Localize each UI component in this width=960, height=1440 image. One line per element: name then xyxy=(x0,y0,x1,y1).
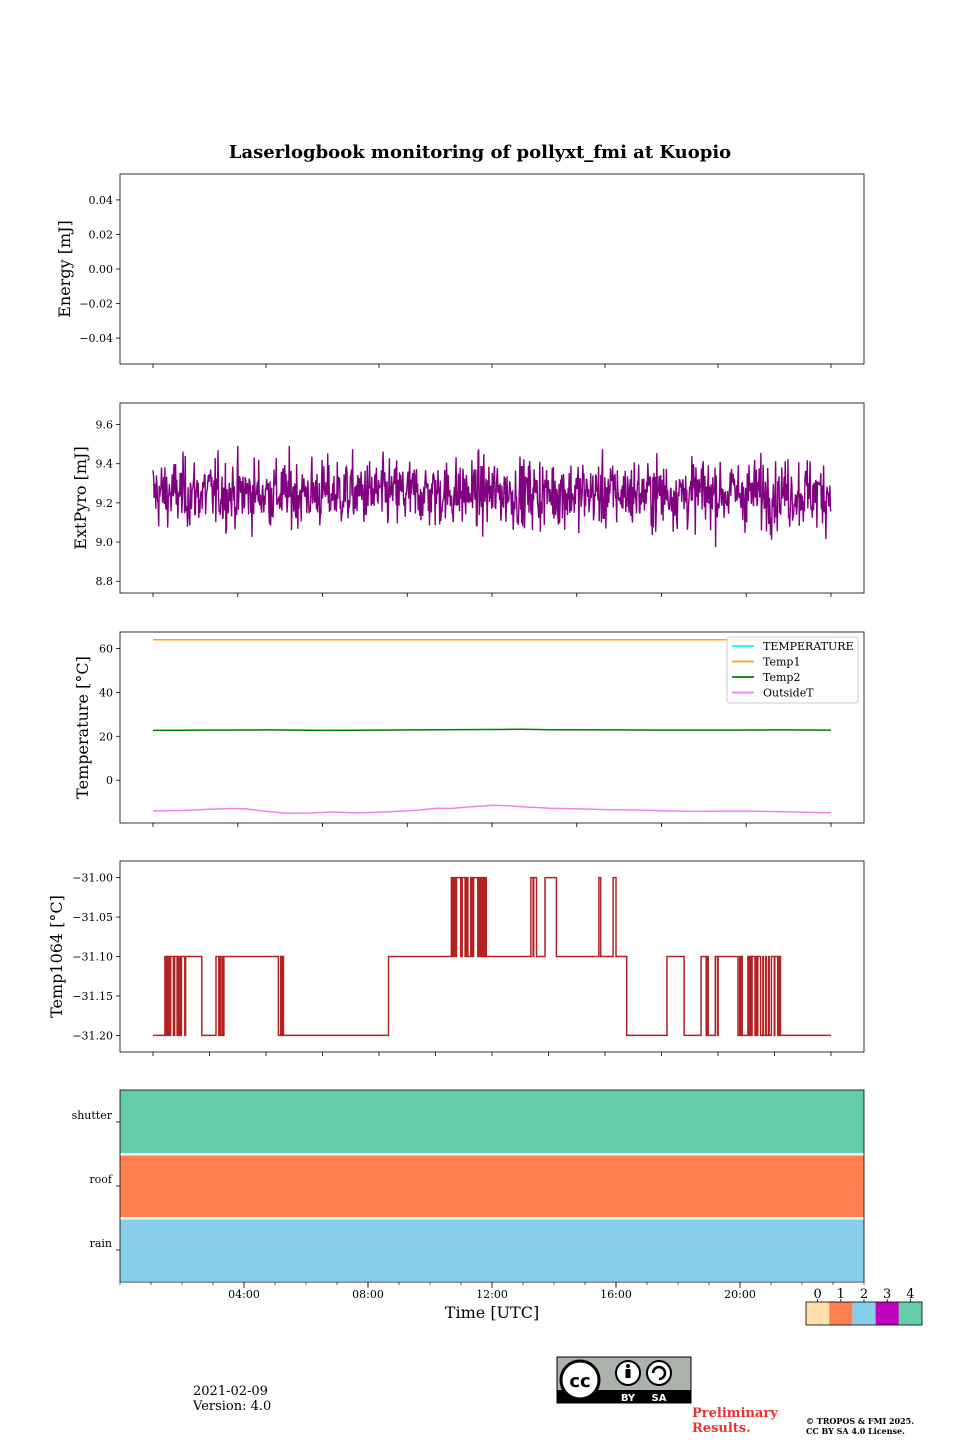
y-tick-label: 9.0 xyxy=(96,536,114,549)
legend-label: Temp1 xyxy=(763,656,800,669)
footer-version: Version: 4.0 xyxy=(193,1399,272,1414)
y-tick-label: 9.6 xyxy=(96,419,114,432)
x-tick-label: 04:00 xyxy=(228,1288,260,1301)
copyright-line-2: CC BY SA 4.0 License. xyxy=(806,1426,905,1436)
colorbar-tick-label: 2 xyxy=(860,1287,868,1302)
y-axis-label: Temperature [°C] xyxy=(73,656,92,799)
legend-label: OutsideT xyxy=(763,687,814,700)
y-tick-label: 0 xyxy=(106,774,113,787)
copyright-line-1: © TROPOS & FMI 2025. xyxy=(806,1416,915,1426)
legend: TEMPERATURE Temp1 Temp2 OutsideT xyxy=(726,636,859,704)
y-tick-label: −31.00 xyxy=(72,872,113,885)
y-tick-label: −31.15 xyxy=(72,990,113,1003)
svg-text:cc: cc xyxy=(569,1371,590,1392)
cc-by-sa-badge: cc BY SA xyxy=(556,1356,692,1404)
colorbar-tick-label: 4 xyxy=(906,1287,914,1302)
status-row-label: shutter xyxy=(72,1109,113,1122)
temp1064-line xyxy=(153,876,831,1037)
energy-panel: 0.04 0.02 0.00 −0.02 −0.04 Energy [mJ] xyxy=(55,173,865,368)
figure-title: Laserlogbook monitoring of pollyxt_fmi a… xyxy=(229,142,731,163)
y-tick-label: 9.2 xyxy=(96,497,114,510)
y-tick-label: −31.20 xyxy=(72,1029,113,1042)
legend-label: Temp2 xyxy=(763,671,800,684)
x-tick-label: 12:00 xyxy=(476,1288,508,1301)
y-tick-label: −31.10 xyxy=(72,951,113,964)
x-tick-label: 20:00 xyxy=(724,1288,756,1301)
y-tick-label: 40 xyxy=(99,686,113,699)
copyright-note: © TROPOS & FMI 2025. CC BY SA 4.0 Licens… xyxy=(806,1416,914,1436)
preliminary-note: Preliminary Results. xyxy=(692,1406,778,1436)
status-row-shutter xyxy=(120,1090,864,1153)
colorbar-cell-4 xyxy=(898,1302,922,1325)
y-axis-label: ExtPyro [mJ] xyxy=(71,446,90,549)
colorbar-cell-2 xyxy=(852,1302,876,1325)
y-axis-label: Energy [mJ] xyxy=(55,220,74,318)
colorbar-tick-label: 3 xyxy=(883,1287,891,1302)
legend-box xyxy=(726,636,859,704)
y-tick-label: 0.00 xyxy=(89,263,114,276)
colorbar-tick-label: 0 xyxy=(813,1287,821,1302)
x-axis-label: Time [UTC] xyxy=(445,1303,539,1322)
badge-by: BY xyxy=(621,1393,636,1404)
footer-date: 2021-02-09 xyxy=(193,1384,268,1399)
extpyro-line xyxy=(152,445,832,548)
y-axis-label: Temp1064 [°C] xyxy=(47,895,66,1018)
colorbar-tick-label: 1 xyxy=(837,1287,845,1302)
colorbar-cell-3 xyxy=(875,1302,899,1325)
y-tick-label: 60 xyxy=(99,642,113,655)
y-tick-label: 8.8 xyxy=(96,575,114,588)
colorbar-cell-0 xyxy=(806,1302,830,1325)
preliminary-line-2: Results. xyxy=(692,1421,751,1436)
temp2-line xyxy=(152,728,832,732)
cc-icon xyxy=(559,1359,601,1401)
legend-label: TEMPERATURE xyxy=(763,640,854,653)
y-tick-label: −0.04 xyxy=(79,332,113,345)
colorbar-cell-1 xyxy=(829,1302,853,1325)
y-tick-label: 9.4 xyxy=(96,458,114,471)
outsidet-line xyxy=(152,804,832,815)
y-tick-label: 20 xyxy=(99,730,113,743)
extpyro-panel: 9.6 9.4 9.2 9.0 8.8 ExtPyro [mJ] xyxy=(71,402,865,597)
x-tick-label: 16:00 xyxy=(600,1288,632,1301)
y-tick-label: 0.02 xyxy=(89,228,114,241)
x-tick-label: 08:00 xyxy=(352,1288,384,1301)
share-alike-icon xyxy=(646,1360,672,1386)
status-row-roof xyxy=(120,1155,864,1217)
axes-frame xyxy=(119,173,865,365)
status-panel: shutter roof rain 04:00 08:00 12:00 16:00 20:00… xyxy=(72,1089,865,1322)
y-tick-label: −31.05 xyxy=(72,911,113,924)
status-row-label: rain xyxy=(90,1237,112,1250)
temp1064-panel: −31.00 −31.05 −31.10 −31.15 −31.20 Temp1064 [… xyxy=(47,860,865,1056)
status-row-label: roof xyxy=(89,1173,113,1186)
y-tick-label: 0.04 xyxy=(89,194,114,207)
y-tick-label: −0.02 xyxy=(79,298,113,311)
badge-sa: SA xyxy=(652,1393,667,1404)
preliminary-line-1: Preliminary xyxy=(692,1406,778,1421)
status-row-rain xyxy=(120,1219,864,1281)
